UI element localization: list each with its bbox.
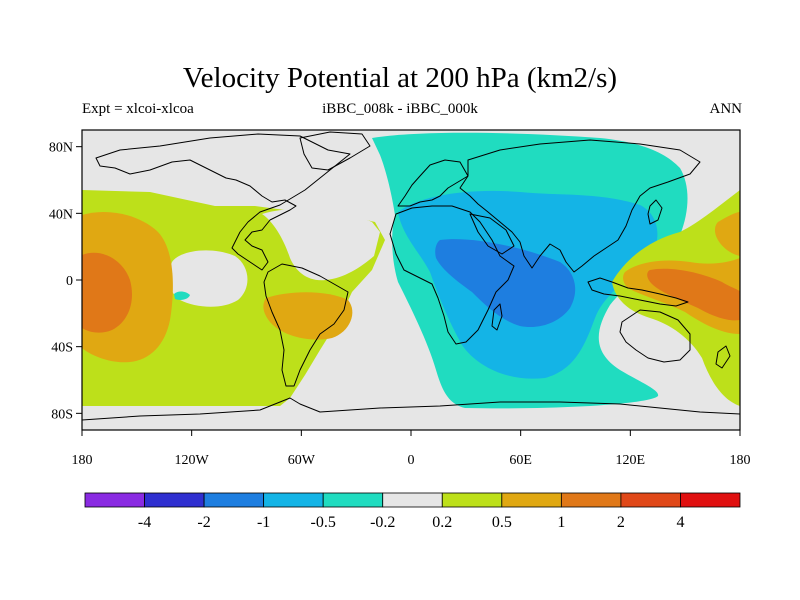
colorbar-swatch [84, 492, 145, 508]
positive-strong-region-west-pacific [647, 268, 740, 321]
x-tick-label: 180 [730, 453, 751, 468]
y-tick-label: 40S [51, 341, 73, 356]
contour-field [82, 130, 740, 430]
x-tick-label: 120W [175, 453, 210, 468]
x-tick-label: 0 [408, 453, 415, 468]
x-tick-label: 120E [616, 453, 646, 468]
coastline-madagascar [491, 303, 503, 331]
coastline-africa [389, 205, 515, 345]
colorbar-label: -4 [138, 514, 151, 531]
colorbar-swatch [144, 492, 205, 508]
coastlines [81, 131, 741, 421]
coastline-new-zealand [715, 345, 731, 369]
y-tick-label: 80S [51, 407, 73, 422]
coastline-arabia [469, 213, 515, 255]
coastline-asia [459, 139, 701, 273]
colorbar-label: -0.5 [311, 514, 336, 531]
colorbar-label: 0.2 [432, 514, 452, 531]
colorbar-label: -2 [197, 514, 210, 531]
y-tick-label: 0 [66, 274, 73, 289]
colorbar-swatch [680, 492, 741, 508]
colorbar-swatch [501, 492, 562, 508]
colorbar-label: 0.5 [492, 514, 512, 531]
colorbar-swatch [263, 492, 324, 508]
y-tick-label: 40N [49, 207, 73, 222]
positive-strong-region-pacific [82, 252, 132, 333]
experiment-subtitle: iBBC_008k - iBBC_000k [322, 101, 478, 117]
colorbar-label: -1 [257, 514, 270, 531]
neutral-gap-east-pacific [168, 250, 248, 307]
latitude-axis: 80N 40N 0 40S 80S [49, 141, 82, 422]
colorbar-swatch [620, 492, 681, 508]
coastline-south-america [263, 263, 349, 387]
coastline-japan [647, 199, 663, 225]
coastline-north-america [95, 133, 351, 271]
positive-mid-region-east-edge [714, 212, 740, 256]
colorbar: -4 -2 -1 -0.5 -0.2 0.2 0.5 1 2 4 [84, 492, 741, 531]
colorbar-swatch [382, 492, 443, 508]
x-tick-label: 60W [288, 453, 316, 468]
colorbar-swatch [441, 492, 503, 508]
colorbar-swatch [203, 492, 265, 508]
x-tick-label: 180 [72, 453, 93, 468]
colorbar-swatch [322, 492, 384, 508]
longitude-axis: 180 120W 60W 0 60E 120E 180 [72, 430, 751, 468]
coastline-greenland [299, 131, 371, 171]
colorbar-swatch [560, 492, 622, 508]
x-tick-label: 60E [509, 453, 532, 468]
coastline-antarctica [81, 397, 741, 421]
colorbar-label: 2 [617, 514, 625, 531]
colorbar-label: 4 [676, 514, 684, 531]
coastline-australia [619, 309, 691, 363]
negative-small-patch [174, 291, 190, 300]
y-tick-label: 80N [49, 141, 73, 156]
season-label: ANN [709, 101, 743, 117]
coastline-maritime-continent [587, 277, 689, 307]
positive-mid-region-south-america [263, 292, 353, 340]
map-title: Velocity Potential at 200 hPa (km2/s) [182, 62, 618, 94]
neutral-caribbean-gap [262, 208, 380, 281]
colorbar-label: 1 [557, 514, 565, 531]
colorbar-label: -0.2 [370, 514, 395, 531]
experiment-label: Expt = xlcoi-xlcoa [82, 101, 194, 117]
